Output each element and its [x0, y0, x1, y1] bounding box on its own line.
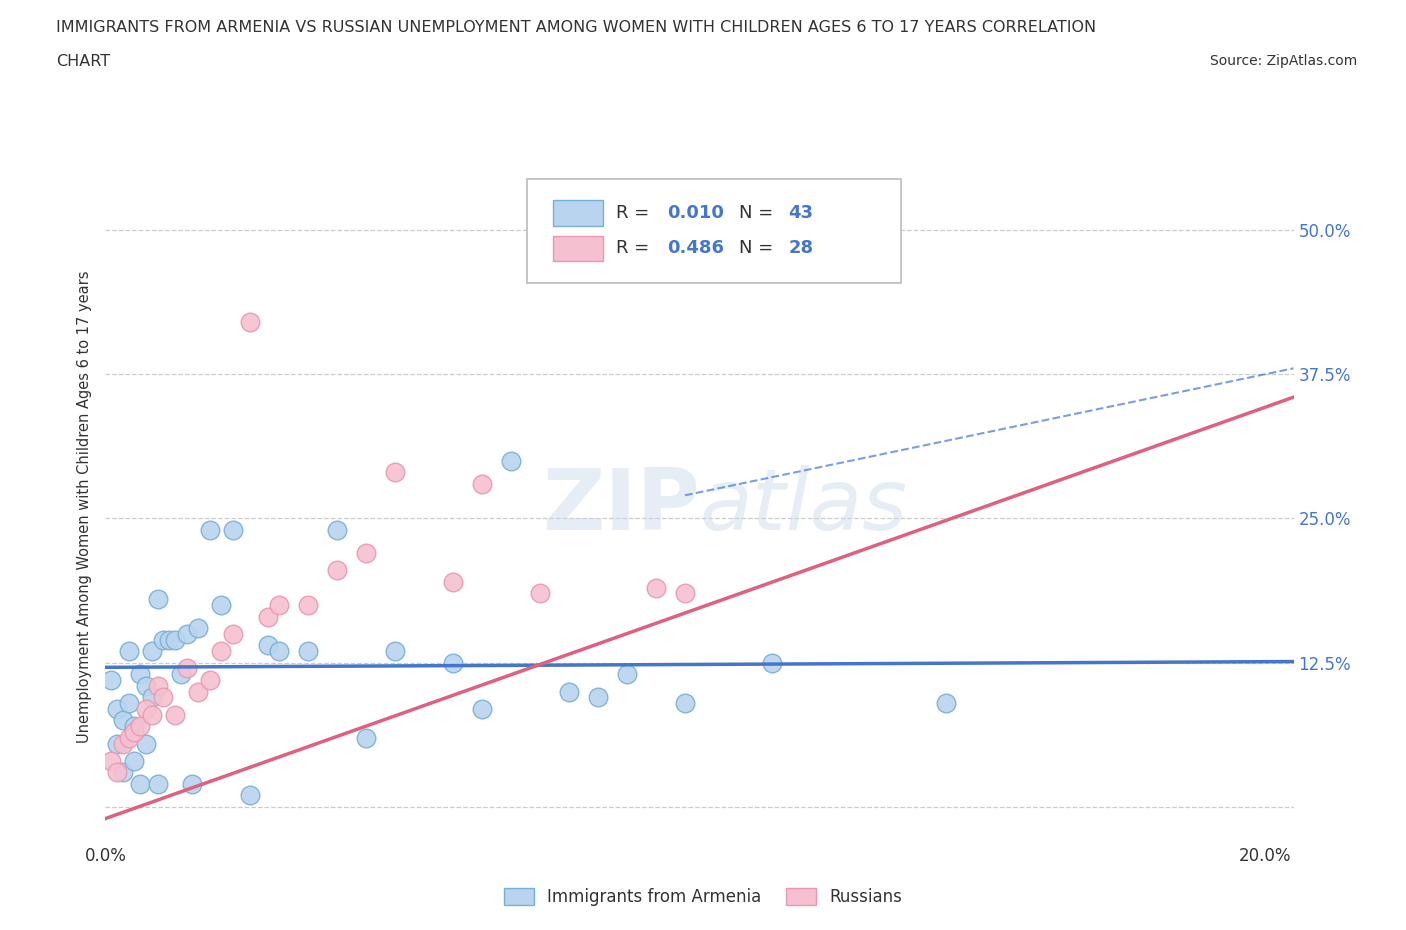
Point — [209, 644, 232, 658]
Point — [558, 684, 581, 699]
Point — [181, 777, 204, 791]
Point — [256, 609, 278, 624]
Text: N =: N = — [738, 204, 779, 222]
Point — [209, 598, 232, 613]
Point — [146, 591, 169, 606]
Point — [222, 627, 245, 642]
Point — [129, 777, 152, 791]
Point — [117, 730, 139, 745]
Point — [384, 644, 406, 658]
Point — [163, 707, 186, 722]
Point — [326, 523, 349, 538]
Point — [129, 719, 152, 734]
Point — [935, 696, 957, 711]
Point — [157, 632, 180, 647]
Point — [124, 719, 146, 734]
Point — [256, 638, 278, 653]
Text: IMMIGRANTS FROM ARMENIA VS RUSSIAN UNEMPLOYMENT AMONG WOMEN WITH CHILDREN AGES 6: IMMIGRANTS FROM ARMENIA VS RUSSIAN UNEMP… — [56, 20, 1097, 35]
Point — [645, 580, 668, 595]
Point — [269, 598, 291, 613]
FancyBboxPatch shape — [527, 179, 901, 283]
Point — [141, 690, 163, 705]
Point — [141, 644, 163, 658]
Point — [146, 777, 169, 791]
Point — [529, 586, 551, 601]
Point — [761, 656, 783, 671]
Text: 28: 28 — [789, 239, 814, 258]
Point — [117, 644, 139, 658]
Legend: Immigrants from Armenia, Russians: Immigrants from Armenia, Russians — [496, 881, 910, 912]
Point — [105, 701, 128, 716]
Point — [111, 736, 134, 751]
Point — [111, 765, 134, 780]
Point — [141, 707, 163, 722]
Text: 43: 43 — [789, 204, 814, 222]
Point — [222, 523, 245, 538]
Point — [152, 632, 174, 647]
Text: R =: R = — [616, 239, 655, 258]
Point — [269, 644, 291, 658]
Point — [146, 678, 169, 693]
Point — [176, 661, 198, 676]
Point — [501, 453, 523, 468]
Text: atlas: atlas — [700, 465, 907, 549]
Point — [163, 632, 186, 647]
Point — [100, 753, 122, 768]
FancyBboxPatch shape — [554, 235, 603, 261]
Text: 0.010: 0.010 — [668, 204, 724, 222]
Point — [354, 730, 377, 745]
Point — [152, 690, 174, 705]
Point — [124, 753, 146, 768]
Point — [117, 696, 139, 711]
Point — [441, 575, 464, 590]
Y-axis label: Unemployment Among Women with Children Ages 6 to 17 years: Unemployment Among Women with Children A… — [77, 271, 93, 743]
Text: ZIP: ZIP — [541, 465, 700, 549]
Point — [673, 696, 696, 711]
Point — [124, 724, 146, 739]
Point — [135, 701, 157, 716]
Point — [471, 701, 494, 716]
Text: N =: N = — [738, 239, 779, 258]
Text: Source: ZipAtlas.com: Source: ZipAtlas.com — [1209, 54, 1357, 68]
Point — [198, 672, 221, 687]
Text: R =: R = — [616, 204, 655, 222]
Point — [100, 672, 122, 687]
Point — [187, 620, 209, 635]
Point — [176, 627, 198, 642]
Point — [586, 690, 609, 705]
Point — [354, 546, 377, 561]
Point — [616, 667, 638, 682]
Point — [471, 476, 494, 491]
Point — [198, 523, 221, 538]
Point — [111, 713, 134, 728]
Point — [239, 314, 262, 329]
Point — [239, 788, 262, 803]
Point — [105, 736, 128, 751]
Text: CHART: CHART — [56, 54, 110, 69]
Point — [326, 563, 349, 578]
Text: 0.486: 0.486 — [668, 239, 724, 258]
Point — [135, 678, 157, 693]
Point — [384, 465, 406, 480]
Point — [129, 667, 152, 682]
Point — [105, 765, 128, 780]
Point — [297, 644, 319, 658]
Point — [187, 684, 209, 699]
FancyBboxPatch shape — [554, 200, 603, 226]
Point — [135, 736, 157, 751]
Point — [170, 667, 193, 682]
Point — [441, 656, 464, 671]
Point — [297, 598, 319, 613]
Point — [673, 586, 696, 601]
